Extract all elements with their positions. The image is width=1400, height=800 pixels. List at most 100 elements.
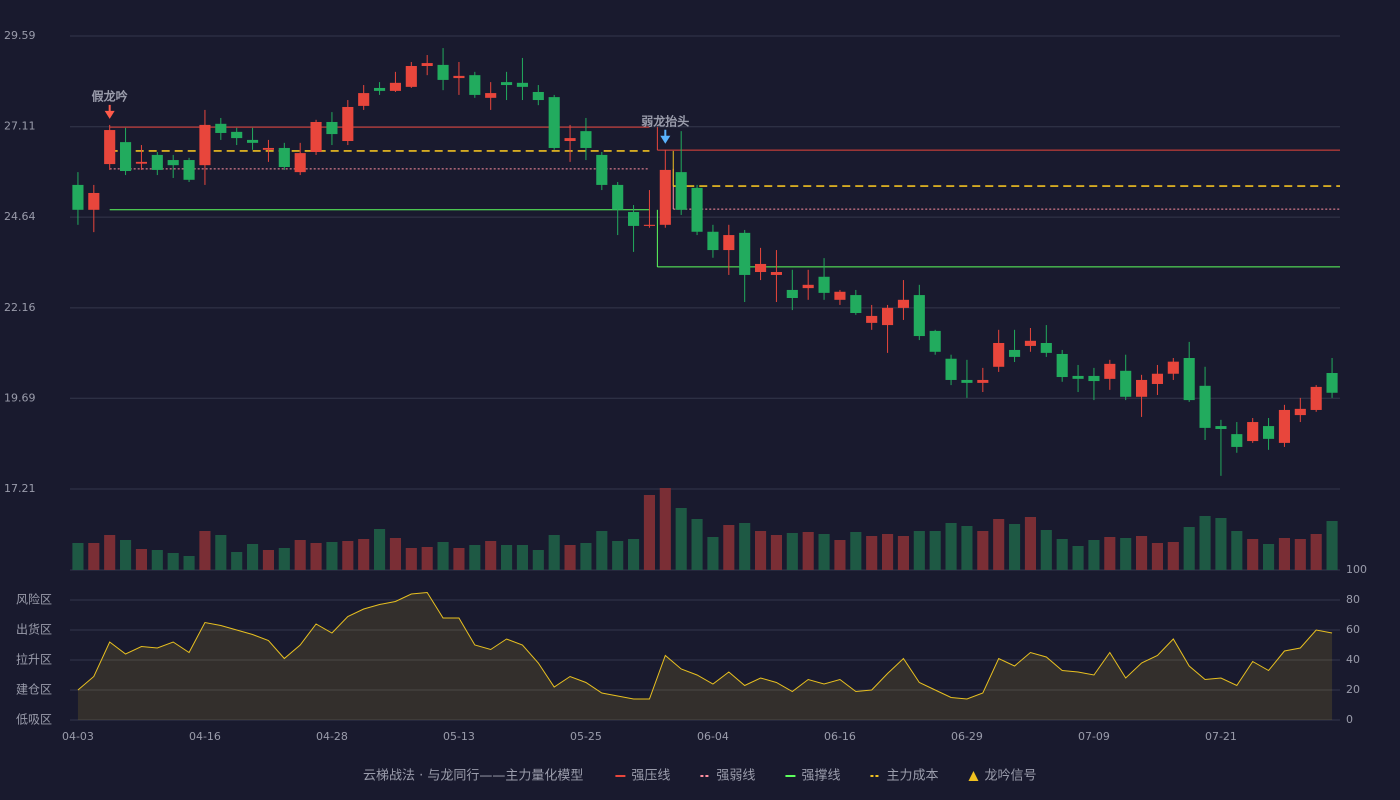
zone-label: 建仓区	[16, 683, 52, 697]
x-tick-label: 04-16	[189, 730, 221, 743]
volume-bar	[834, 540, 846, 570]
volume-bar	[167, 553, 179, 570]
volume-bar	[453, 548, 465, 570]
volume-bar	[183, 556, 195, 570]
candle-body	[151, 154, 163, 170]
candle-body	[1310, 386, 1322, 410]
x-tick-label: 06-16	[824, 730, 856, 743]
candle-body	[1231, 434, 1243, 447]
candle-body	[628, 212, 640, 226]
x-tick-label: 05-13	[443, 730, 475, 743]
volume-bar	[723, 525, 735, 570]
indicator-tick-label: 20	[1346, 683, 1360, 696]
volume-bar	[1040, 530, 1052, 570]
x-tick-label: 04-03	[62, 730, 94, 743]
indicator-tick-label: 60	[1346, 623, 1360, 636]
indicator-area	[77, 592, 1333, 720]
y-tick-label: 29.59	[4, 29, 36, 42]
volume-bar	[1326, 521, 1338, 570]
candle-body	[659, 169, 671, 225]
volume-bar	[72, 543, 84, 570]
volume-bar	[485, 541, 497, 570]
candle-body	[596, 154, 608, 185]
candle-body	[262, 147, 274, 150]
candle-body	[993, 343, 1005, 367]
volume-bar	[135, 549, 147, 570]
volume-bar	[929, 531, 941, 570]
volume-bar	[1263, 544, 1275, 570]
volume-bar	[564, 545, 576, 570]
candle-body	[1151, 373, 1163, 384]
candle-body	[88, 192, 100, 210]
volume-bar	[739, 523, 751, 570]
candle-body	[389, 82, 401, 91]
volume-bar	[151, 550, 163, 570]
y-tick-label: 24.64	[4, 210, 36, 223]
volume-bar	[1247, 539, 1259, 570]
volume-bar	[659, 488, 671, 570]
volume-bar	[1310, 534, 1322, 570]
candle-body	[501, 82, 513, 86]
volume-bar	[1294, 539, 1306, 570]
candle-body	[755, 263, 767, 273]
candle-body	[929, 330, 941, 352]
volume-bar	[1231, 531, 1243, 570]
candle-body	[1247, 422, 1259, 442]
volume-bar	[1088, 540, 1100, 570]
volume-bar	[389, 538, 401, 570]
indicator-tick-label: 100	[1346, 563, 1367, 576]
volume-bar	[770, 535, 782, 570]
candle-body	[278, 147, 290, 167]
candle-body	[691, 187, 703, 232]
candle-body	[913, 295, 925, 337]
candle-body	[707, 231, 719, 251]
candle-body	[516, 82, 528, 87]
legend-swatch	[968, 771, 979, 781]
candle-body	[897, 299, 909, 308]
candle-body	[469, 75, 481, 95]
candle-body	[850, 295, 862, 313]
candle-body	[1294, 408, 1306, 416]
volume-bar	[516, 545, 528, 570]
candle-body	[945, 358, 957, 380]
candle-body	[135, 161, 147, 164]
candle-body	[802, 284, 814, 289]
candle-body	[1072, 375, 1084, 379]
volume-bar	[1278, 538, 1290, 570]
candle-body	[580, 131, 592, 148]
volume-bar	[643, 495, 655, 570]
volume-bar	[104, 535, 116, 570]
candle-body	[1024, 340, 1036, 346]
candle-body	[548, 97, 560, 148]
volume-bar	[913, 531, 925, 570]
candle-body	[1056, 353, 1068, 378]
candle-body	[739, 232, 751, 275]
indicator-line	[77, 591, 1333, 700]
candle-body	[643, 224, 655, 226]
candle-body	[564, 138, 576, 142]
volume-bar	[421, 547, 433, 570]
volume-bar	[1009, 524, 1021, 570]
candle-body	[358, 93, 370, 106]
x-tick-label: 04-28	[316, 730, 348, 743]
volume-bar	[786, 533, 798, 570]
volume-bar	[707, 537, 719, 570]
candle-body	[1199, 385, 1211, 428]
candle-body	[294, 153, 306, 173]
candle-body	[612, 184, 624, 210]
zone-label: 低吸区	[16, 713, 52, 727]
volume-bar	[580, 543, 592, 570]
volume-bar	[247, 544, 259, 570]
volume-bar	[501, 545, 513, 570]
candle-body	[1120, 370, 1132, 397]
volume-bar	[326, 542, 338, 570]
candle-body	[310, 121, 322, 152]
volume-bar	[405, 548, 417, 570]
legend-label: 强压线	[631, 769, 670, 784]
legend-label: 强弱线	[716, 769, 755, 784]
volume-bar	[675, 508, 687, 570]
volume-bar	[993, 519, 1005, 570]
candle-body	[818, 276, 830, 293]
y-tick-label: 17.21	[4, 482, 36, 495]
